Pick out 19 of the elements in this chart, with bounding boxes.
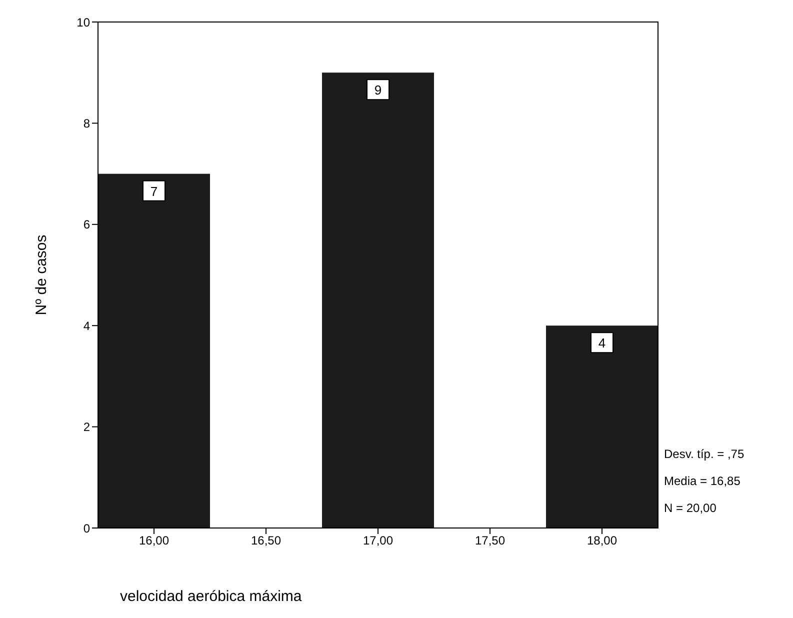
y-tick-label: 6 [83, 218, 90, 232]
x-tick-label: 17,00 [362, 534, 394, 548]
x-tick-label: 17,50 [474, 534, 506, 548]
text: Desv. típ. = ,75 [664, 447, 744, 461]
y-tick-label: 4 [83, 318, 90, 333]
y-tick-label: 8 [83, 116, 90, 130]
x-tick-label: 18,00 [586, 534, 618, 548]
x-axis-title: velocidad aeróbica máxima [120, 588, 302, 605]
y-tick-label: 2 [83, 420, 90, 434]
data-label: 9 [374, 82, 382, 98]
y-tick-label: 0 [83, 521, 90, 536]
text: Media = 16,85 [664, 474, 741, 488]
x-tick-label: 16,00 [138, 534, 170, 548]
text: N = 20,00 [664, 501, 717, 515]
data-label: 4 [598, 336, 606, 351]
x-tick-label: 16,50 [250, 534, 282, 548]
y-axis-title: Nº de casos [33, 234, 50, 316]
data-label: 7 [150, 184, 158, 199]
y-tick-label: 10 [76, 15, 90, 30]
